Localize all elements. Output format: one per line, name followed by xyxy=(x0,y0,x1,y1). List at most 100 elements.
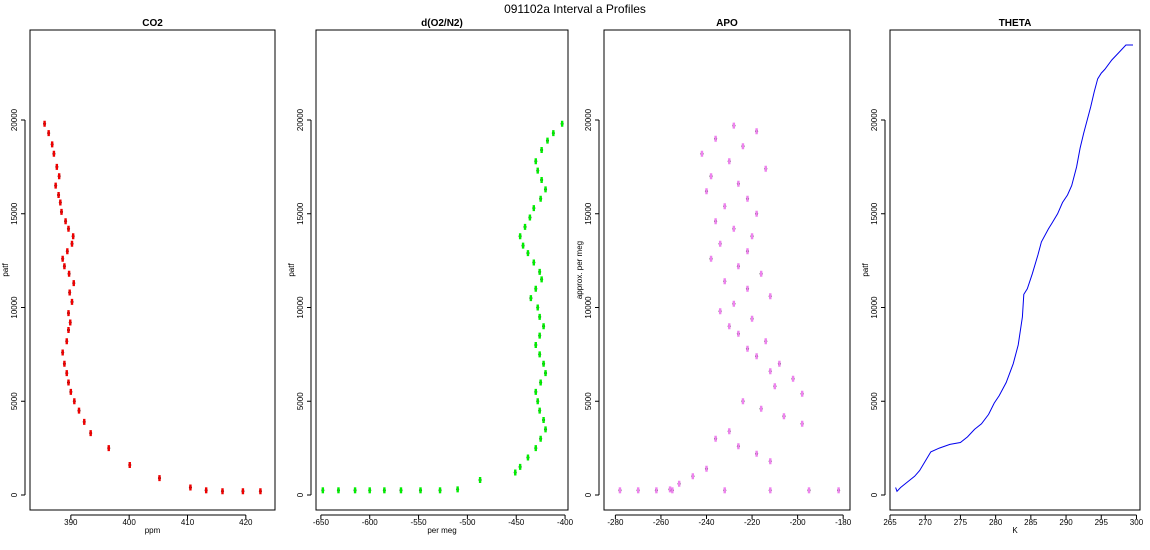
co2-y-tick-label: 5000 xyxy=(10,392,19,410)
apo-y-tick-label: 15000 xyxy=(584,202,593,225)
apo-data-point xyxy=(636,487,640,494)
d-o2-n2-data-point xyxy=(538,332,541,339)
theta-x-tick-label: 285 xyxy=(1024,518,1038,527)
apo-data-point xyxy=(800,390,804,397)
co2-data-point xyxy=(69,319,72,326)
co2-data-point xyxy=(67,327,70,333)
d-o2-n2-data-point xyxy=(539,435,542,442)
apo-x-tick-label: -180 xyxy=(835,518,852,527)
co2-y-tick-label: 15000 xyxy=(10,202,19,225)
d-o2-n2-data-point xyxy=(536,398,539,405)
d-o2-n2-data-point xyxy=(540,177,543,183)
co2-data-point xyxy=(189,484,192,491)
d-o2-n2-data-point xyxy=(526,250,530,257)
d-o2-n2-data-point xyxy=(544,186,547,193)
co2-panel: CO2 390 400 410 420 ppm 0 5000 10000 15000 20000 pa… xyxy=(1,18,276,535)
apo-data-point xyxy=(769,458,772,465)
d-o2-n2-data-point xyxy=(536,304,539,311)
theta-y-axis-label: patf xyxy=(861,263,870,277)
apo-data-point xyxy=(746,345,749,352)
co2-x-tick-label: 410 xyxy=(181,518,195,527)
d-o2-n2-x-tick-label: -400 xyxy=(557,518,574,527)
co2-x-tick-label: 420 xyxy=(239,518,253,527)
d-o2-n2-y-tick-label: 20000 xyxy=(296,108,305,131)
co2-data-point xyxy=(59,199,62,206)
d-o2-n2-data-point xyxy=(540,147,543,153)
apo-data-point xyxy=(782,413,786,420)
d-o2-n2-data-point xyxy=(518,463,522,470)
d-o2-n2-y-axis-label: patf xyxy=(287,263,296,277)
co2-data-point xyxy=(60,208,63,215)
d-o2-n2-y-tick-label: 10000 xyxy=(296,296,305,319)
apo-data-point xyxy=(807,487,811,494)
co2-data-point xyxy=(73,398,76,405)
d-o2-n2-data-point xyxy=(534,445,537,452)
d-o2-n2-data-point xyxy=(538,407,541,414)
co2-data-point xyxy=(241,488,245,495)
d-o2-n2-data-point xyxy=(536,167,539,174)
apo-data-point xyxy=(737,330,740,337)
co2-data-point xyxy=(61,255,64,262)
co2-y-axis-label: patf xyxy=(1,263,10,277)
theta-plot-frame xyxy=(889,29,1141,511)
co2-data-point xyxy=(63,263,66,270)
d-o2-n2-panel: d(O2/N2) -650 -600 -550 -500 -450 -400 per meg 0… xyxy=(287,18,574,535)
d-o2-n2-data-point xyxy=(540,276,543,283)
co2-data-point xyxy=(67,225,70,232)
d-o2-n2-data-point xyxy=(534,342,537,348)
d-o2-n2-data-point xyxy=(521,242,525,249)
co2-data-point xyxy=(67,270,71,277)
d-o2-n2-data-point xyxy=(526,454,530,461)
co2-data-point xyxy=(66,248,69,255)
apo-data-point xyxy=(714,135,717,142)
d-o2-n2-data-point xyxy=(542,323,545,330)
co2-data-point xyxy=(158,475,161,482)
apo-x-tick-label: -240 xyxy=(698,518,715,527)
apo-data-point xyxy=(705,465,708,472)
apo-data-point xyxy=(655,487,658,494)
apo-data-point xyxy=(750,233,754,240)
apo-data-point xyxy=(764,165,767,172)
d-o2-n2-data-point xyxy=(552,130,555,137)
d-o2-n2-plot-frame xyxy=(315,29,569,511)
d-o2-n2-data-point xyxy=(538,313,541,320)
apo-data-point xyxy=(728,323,731,330)
apo-y-tick-label: 0 xyxy=(584,492,593,497)
co2-x-tick-label: 390 xyxy=(64,518,78,527)
d-o2-n2-data-point xyxy=(528,214,532,221)
d-o2-n2-data-point xyxy=(321,487,325,494)
co2-data-point xyxy=(50,141,54,148)
theta-x-tick-label: 300 xyxy=(1130,518,1144,527)
d-o2-n2-data-point xyxy=(456,486,459,493)
apo-data-point xyxy=(732,300,736,307)
theta-panel: THETA 265 270 275 280 285 290 295 300 K 0 5000 10000… xyxy=(861,18,1144,535)
apo-data-point xyxy=(759,405,763,412)
theta-y-tick-label: 0 xyxy=(870,492,879,497)
theta-y-tick-label: 20000 xyxy=(870,108,879,131)
apo-data-point xyxy=(723,487,726,494)
apo-plot-frame xyxy=(603,29,851,511)
apo-data-point xyxy=(741,143,745,150)
d-o2-n2-data-point xyxy=(514,469,517,476)
theta-x-tick-label: 280 xyxy=(989,518,1003,527)
co2-data-point xyxy=(70,240,74,247)
co2-data-point xyxy=(77,407,81,414)
d-o2-n2-data-point xyxy=(539,195,542,202)
d-o2-n2-data-point xyxy=(534,388,537,395)
apo-data-point xyxy=(732,225,736,232)
apo-data-point xyxy=(755,450,758,457)
d-o2-n2-data-point xyxy=(523,223,527,230)
d-o2-n2-y-tick-label: 5000 xyxy=(296,392,305,410)
apo-data-point xyxy=(750,315,754,322)
apo-y-axis-label: approx. per meg xyxy=(575,241,584,299)
theta-x-tick-label: 265 xyxy=(883,518,897,527)
co2-data-point xyxy=(57,192,60,198)
d-o2-n2-data-point xyxy=(478,477,482,483)
co2-data-point xyxy=(54,182,57,189)
theta-series-line xyxy=(895,44,1133,493)
co2-data-point xyxy=(107,445,110,452)
co2-data-point xyxy=(128,462,131,468)
co2-data-point xyxy=(71,233,75,240)
apo-data-point xyxy=(718,240,722,247)
apo-data-point xyxy=(714,435,717,442)
